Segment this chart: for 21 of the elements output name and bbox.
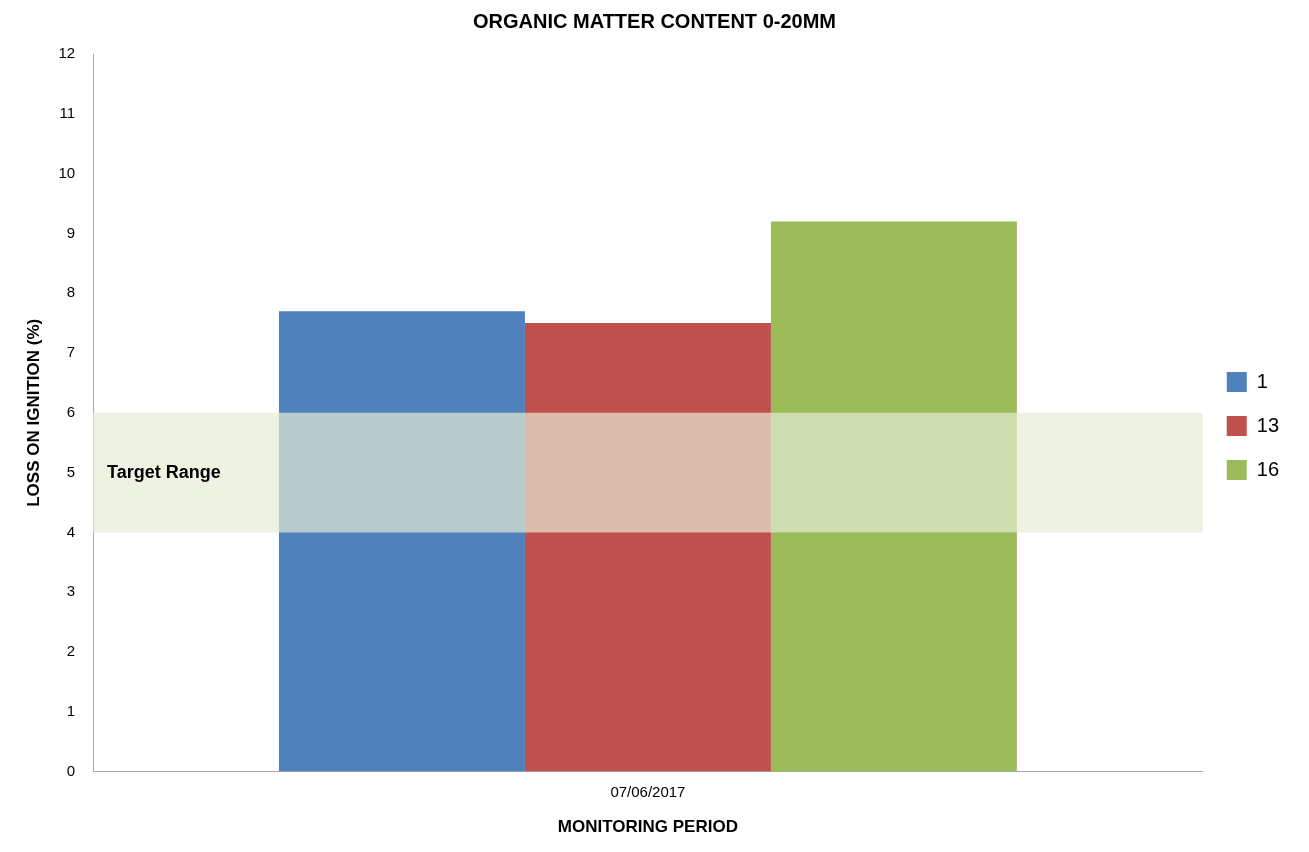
x-tick-label: 07/06/2017	[610, 782, 686, 800]
band-label: Target Range	[107, 461, 221, 482]
y-tick-label: 8	[66, 283, 76, 301]
y-tick-label: 11	[59, 103, 76, 121]
y-tick-label: 2	[66, 642, 76, 660]
legend-label: 16	[1256, 457, 1279, 480]
y-axis-title: LOSS ON IGNITION (%)	[23, 318, 43, 507]
y-tick-label: 9	[66, 223, 76, 241]
y-tick-label: 6	[66, 402, 76, 420]
legend-label: 13	[1256, 413, 1279, 436]
chart-title: ORGANIC MATTER CONTENT 0-20MM	[473, 9, 836, 32]
y-tick-label: 3	[66, 582, 76, 600]
y-tick-label: 12	[58, 44, 76, 62]
y-tick-label: 1	[66, 701, 76, 719]
y-tick-label: 7	[66, 343, 76, 361]
y-tick-label: 0	[66, 761, 76, 779]
x-axis-title: MONITORING PERIOD	[557, 817, 738, 837]
y-tick-label: 10	[58, 163, 76, 181]
y-tick-label: 4	[66, 522, 76, 540]
legend-label: 1	[1256, 369, 1268, 392]
y-tick-label: 5	[66, 462, 76, 480]
